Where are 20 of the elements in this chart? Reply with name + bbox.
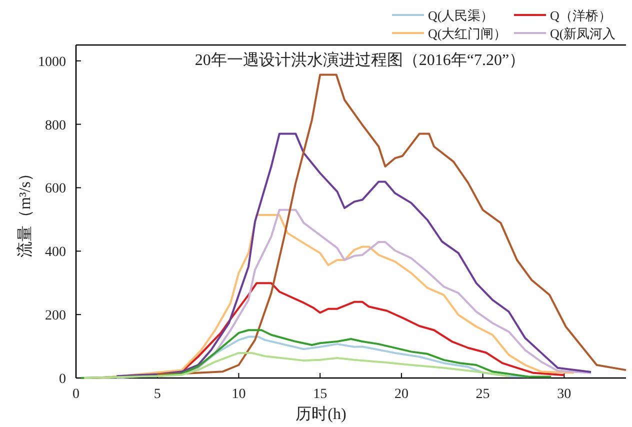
- legend-label: Q(新凤河入: [550, 26, 616, 41]
- x-tick-label: 25: [476, 387, 490, 402]
- y-tick-label: 600: [45, 182, 66, 197]
- y-tick-label: 800: [45, 118, 66, 134]
- x-tick-label: 5: [154, 387, 161, 402]
- y-tick-label: 200: [45, 308, 66, 324]
- x-tick-label: 10: [232, 387, 246, 402]
- x-axis-title: 历时(h): [296, 405, 346, 423]
- y-tick-label: 0: [59, 372, 66, 387]
- x-tick-label: 0: [72, 387, 80, 402]
- legend-label: Q(人民渠）: [428, 8, 494, 23]
- x-tick-label: 15: [313, 387, 328, 402]
- legend-label: Q(大红门闸）: [428, 26, 507, 41]
- x-tick-label: 30: [557, 387, 572, 402]
- x-tick-label: 20: [394, 387, 408, 402]
- chart-title: 20年一遇设计洪水演进过程图（2016年“7.20”）: [194, 51, 526, 69]
- y-tick-label: 1000: [38, 54, 66, 70]
- y-axis-title: 流量（m³/s）: [16, 166, 34, 258]
- y-tick-label: 400: [45, 245, 66, 260]
- legend-label: Q（洋桥）: [550, 8, 612, 23]
